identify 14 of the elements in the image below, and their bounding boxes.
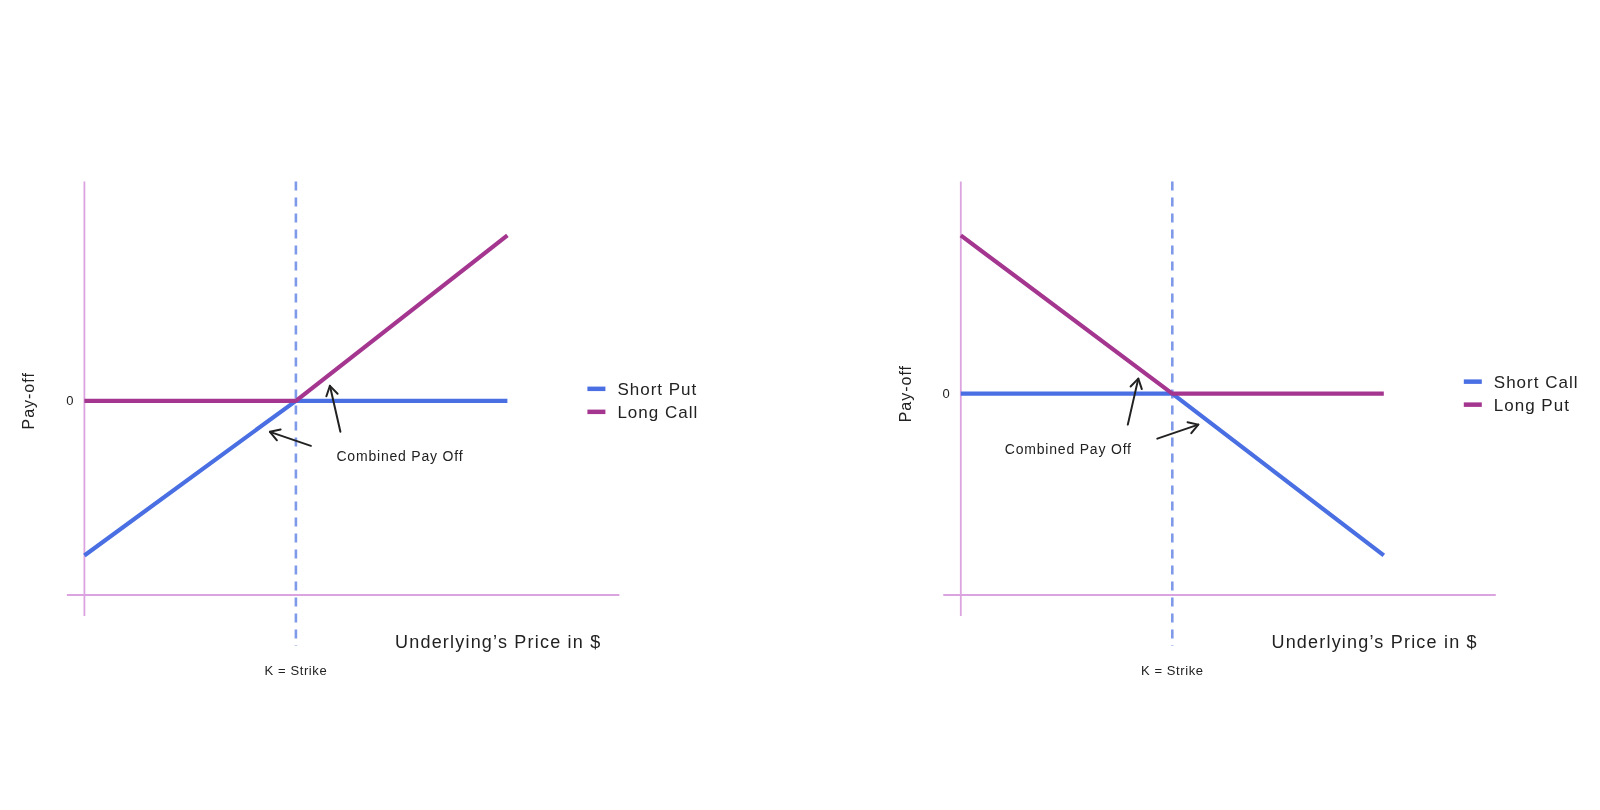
text: K = Strike: [1140, 663, 1204, 678]
y-axis-title: Pay-off: [896, 364, 914, 423]
annotation: 0: [942, 385, 950, 401]
x-axis-title: Underlying’s Price in $: [395, 632, 602, 652]
x-axis-title: Underlying’s Price in $: [1271, 632, 1478, 652]
text: K = Strike: [264, 663, 328, 678]
legend-label: Short Put: [617, 379, 698, 399]
legend-label: Short Call: [1493, 372, 1579, 392]
legend-label: Long Call: [617, 402, 699, 422]
y-axis-title: Pay-off: [20, 372, 38, 430]
annotation: Combined Pay Off: [336, 447, 464, 464]
annotation: 0: [66, 392, 74, 408]
legend-label: Long Put: [1493, 395, 1570, 415]
annotation: Combined Pay Off: [1004, 440, 1132, 457]
